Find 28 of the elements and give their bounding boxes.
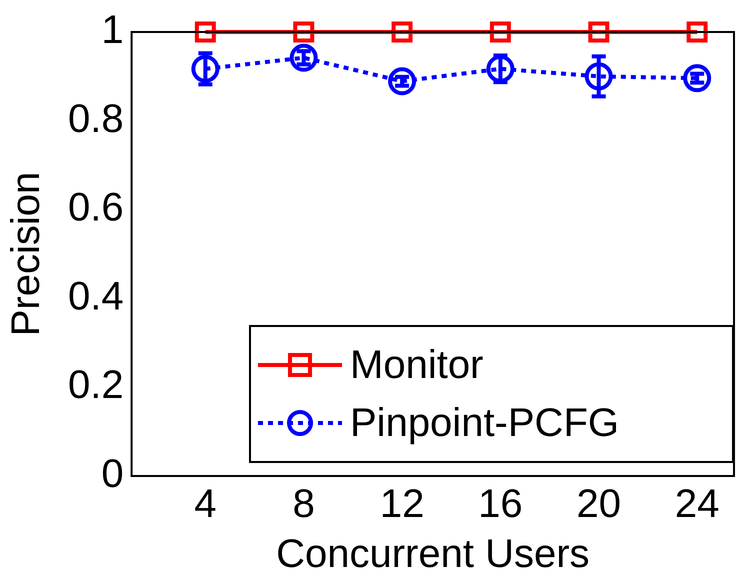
- point: [194, 22, 216, 42]
- x-tick-label: 12: [380, 482, 424, 526]
- legend-label: Monitor: [350, 343, 484, 388]
- y-tick-label: 0.8: [68, 96, 124, 141]
- point: [588, 22, 610, 42]
- x-tick-label: 8: [292, 482, 315, 526]
- y-tick-label: 1: [101, 8, 124, 52]
- x-tick-label: 20: [576, 482, 622, 526]
- legend-label: Pinpoint-PCFG: [350, 401, 619, 446]
- point: [584, 62, 613, 90]
- x-tick-label: 16: [478, 482, 523, 526]
- point: [290, 44, 318, 72]
- y-tick-label: 0: [101, 452, 124, 496]
- point: [486, 54, 514, 83]
- point: [388, 67, 416, 96]
- point: [392, 22, 413, 42]
- point: [683, 64, 712, 92]
- y-tick-label: 0.6: [68, 186, 124, 230]
- x-tick-label: 24: [674, 482, 720, 526]
- x-tick-label: 4: [194, 482, 216, 526]
- y-axis-title: Precision: [4, 172, 48, 336]
- x-axis-title: Concurrent Users: [276, 532, 590, 576]
- point: [686, 22, 708, 42]
- y-tick-label: 0.4: [68, 274, 124, 318]
- point: [293, 22, 314, 42]
- y-tick-label: 0.2: [68, 363, 124, 408]
- point: [490, 22, 511, 42]
- point: [191, 54, 220, 83]
